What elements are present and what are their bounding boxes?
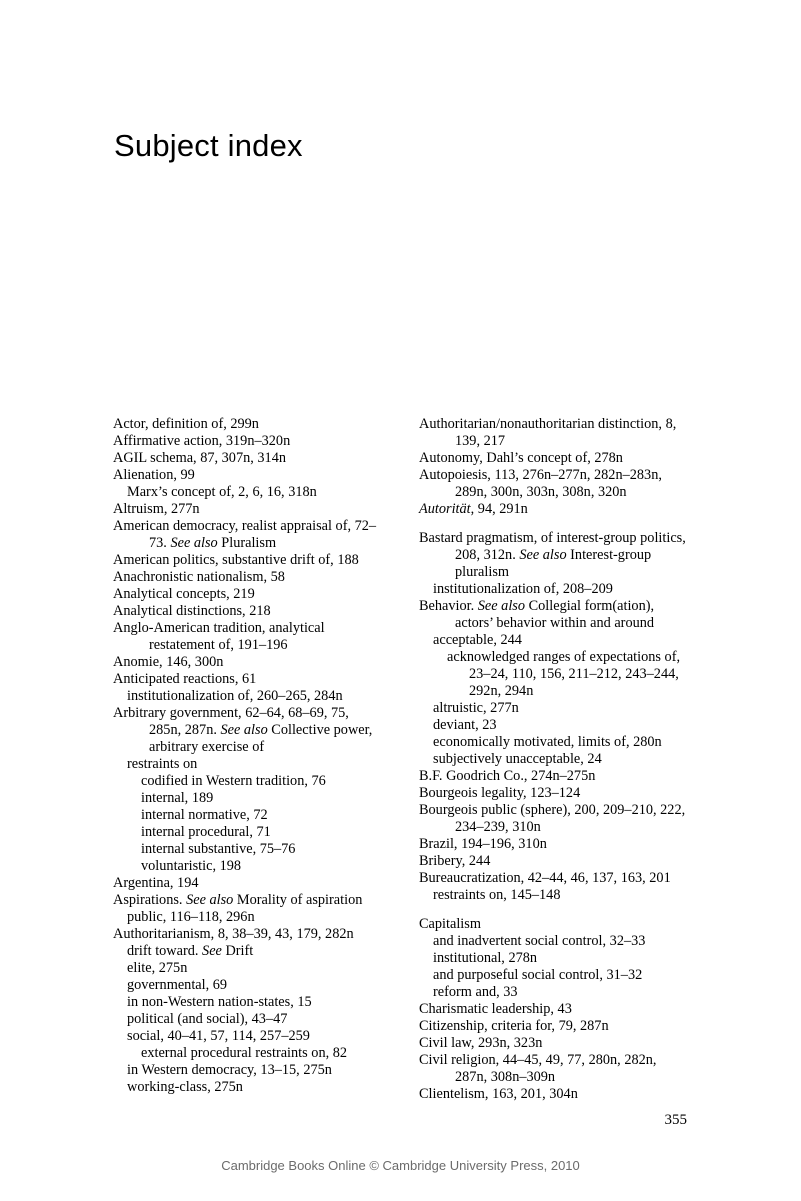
index-entry: drift toward. See Drift [113,943,381,960]
index-entry: American politics, substantive drift of,… [113,552,381,569]
index-entry: institutionalization of, 208–209 [419,581,687,598]
index-entry: Bastard pragmatism, of interest-group po… [419,530,687,581]
index-entry: Alienation, 99 [113,467,381,484]
index-entry: Aspirations. See also Morality of aspira… [113,892,381,909]
index-entry: institutionalization of, 260–265, 284n [113,688,381,705]
index-entry: Anglo-American tradition, analytical res… [113,620,381,654]
index-column-left: Actor, definition of, 299nAffirmative ac… [113,416,381,1103]
index-entry: Actor, definition of, 299n [113,416,381,433]
index-entry: Anachronistic nationalism, 58 [113,569,381,586]
index-entry: voluntaristic, 198 [113,858,381,875]
index-entry: governmental, 69 [113,977,381,994]
index-entry: Bourgeois public (sphere), 200, 209–210,… [419,802,687,836]
index-entry: external procedural restraints on, 82 [113,1045,381,1062]
index-entry: Marx’s concept of, 2, 6, 16, 318n [113,484,381,501]
index-entry: restraints on [113,756,381,773]
index-entry: Anomie, 146, 300n [113,654,381,671]
index-entry: deviant, 23 [419,717,687,734]
index-entry: acceptable, 244 [419,632,687,649]
index-entry: elite, 275n [113,960,381,977]
page: Subject index Actor, definition of, 299n… [0,0,801,1201]
index-entry: Bourgeois legality, 123–124 [419,785,687,802]
index-entry: Citizenship, criteria for, 79, 287n [419,1018,687,1035]
cross-reference: See also [170,535,217,551]
cross-reference: Autorität [419,501,471,517]
index-entry: AGIL schema, 87, 307n, 314n [113,450,381,467]
cross-reference: See also [186,892,233,908]
cross-reference: See [202,943,222,959]
index-entry: acknowledged ranges of expectations of, … [419,649,687,700]
index-entry: Autonomy, Dahl’s concept of, 278n [419,450,687,467]
index-entry: and purposeful social control, 31–32 [419,967,687,984]
index-entry: Capitalism [419,916,687,933]
index-entry: working-class, 275n [113,1079,381,1096]
index-entry: institutional, 278n [419,950,687,967]
index-entry: Analytical concepts, 219 [113,586,381,603]
index-entry: Argentina, 194 [113,875,381,892]
index-columns: Actor, definition of, 299nAffirmative ac… [113,416,687,1103]
index-entry: reform and, 33 [419,984,687,1001]
cross-reference: See also [478,598,525,614]
index-entry: Autopoiesis, 113, 276n–277n, 282n–283n, … [419,467,687,501]
index-entry: Analytical distinctions, 218 [113,603,381,620]
index-entry: Charismatic leadership, 43 [419,1001,687,1018]
index-entry: internal normative, 72 [113,807,381,824]
index-entry: American democracy, realist appraisal of… [113,518,381,552]
index-entry: codified in Western tradition, 76 [113,773,381,790]
index-entry: internal substantive, 75–76 [113,841,381,858]
page-title: Subject index [114,128,303,164]
index-entry: Authoritarianism, 8, 38–39, 43, 179, 282… [113,926,381,943]
index-entry: Autorität, 94, 291n [419,501,687,518]
index-entry: economically motivated, limits of, 280n [419,734,687,751]
index-entry: internal procedural, 71 [113,824,381,841]
index-entry: Bureaucratization, 42–44, 46, 137, 163, … [419,870,687,887]
index-entry: in Western democracy, 13–15, 275n [113,1062,381,1079]
index-entry: Anticipated reactions, 61 [113,671,381,688]
index-entry: Affirmative action, 319n–320n [113,433,381,450]
section-gap [419,904,687,916]
index-entry: social, 40–41, 57, 114, 257–259 [113,1028,381,1045]
index-entry: B.F. Goodrich Co., 274n–275n [419,768,687,785]
section-gap [419,518,687,530]
index-entry: Bribery, 244 [419,853,687,870]
index-entry: Clientelism, 163, 201, 304n [419,1086,687,1103]
index-entry: restraints on, 145–148 [419,887,687,904]
cross-reference: See also [519,547,566,563]
index-entry: Brazil, 194–196, 310n [419,836,687,853]
index-column-right: Authoritarian/nonauthoritarian distincti… [419,416,687,1103]
index-entry: political (and social), 43–47 [113,1011,381,1028]
index-entry: Altruism, 277n [113,501,381,518]
index-entry: altruistic, 277n [419,700,687,717]
index-entry: public, 116–118, 296n [113,909,381,926]
footer-text: Cambridge Books Online © Cambridge Unive… [0,1158,801,1173]
index-entry: Civil religion, 44–45, 49, 77, 280n, 282… [419,1052,687,1086]
index-entry: subjectively unacceptable, 24 [419,751,687,768]
index-entry: internal, 189 [113,790,381,807]
index-entry: Arbitrary government, 62–64, 68–69, 75, … [113,705,381,756]
page-number: 355 [665,1112,688,1129]
index-entry: Authoritarian/nonauthoritarian distincti… [419,416,687,450]
index-entry: Behavior. See also Collegial form(ation)… [419,598,687,632]
index-entry: and inadvertent social control, 32–33 [419,933,687,950]
cross-reference: See also [220,722,267,738]
index-entry: in non-Western nation-states, 15 [113,994,381,1011]
index-entry: Civil law, 293n, 323n [419,1035,687,1052]
